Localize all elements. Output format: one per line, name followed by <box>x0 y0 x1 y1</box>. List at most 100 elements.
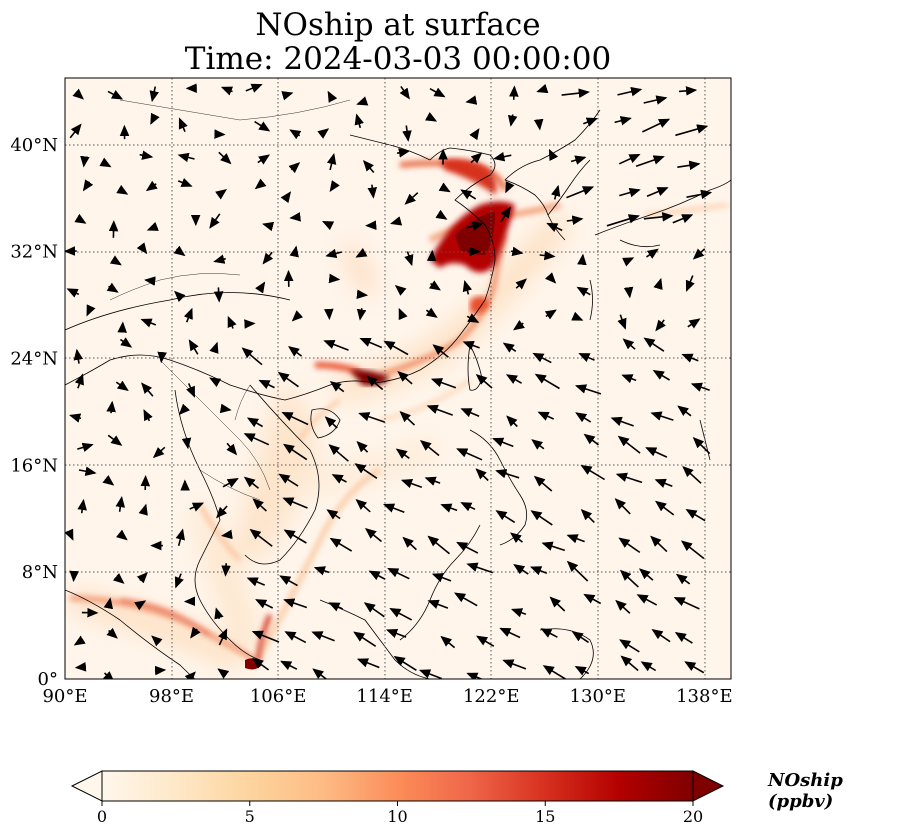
wind-arrow <box>252 498 267 512</box>
wind-arrow <box>578 353 595 363</box>
wind-arrow <box>252 657 270 671</box>
wind-arrow <box>226 442 238 456</box>
wind-arrow <box>317 128 330 139</box>
wind-arrow <box>686 189 713 200</box>
wind-arrow <box>329 381 345 393</box>
wind-arrow <box>532 352 552 364</box>
colorbar-tick-label: 15 <box>535 807 555 826</box>
wind-arrow <box>456 448 483 461</box>
wind-arrow <box>289 212 301 222</box>
wind-arrow <box>106 282 119 293</box>
wind-arrow <box>531 439 545 450</box>
wind-arrow <box>289 245 299 258</box>
wind-arrow <box>456 541 479 554</box>
wind-arrow <box>685 508 706 522</box>
wind-arrow <box>282 443 308 461</box>
wind-arrow <box>281 411 309 426</box>
wind-arrow <box>383 340 409 356</box>
wind-arrow <box>692 248 706 260</box>
wind-arrow <box>617 87 643 97</box>
colorbar-extend-min <box>70 770 103 802</box>
wind-arrow <box>682 466 702 484</box>
colorbar: 0 5 10 15 20 <box>70 770 725 826</box>
wind-arrow <box>190 626 201 639</box>
wind-arrow <box>397 370 413 385</box>
wind-arrow <box>356 289 369 300</box>
wind-arrow <box>368 570 386 581</box>
wind-arrow <box>640 661 657 672</box>
wind-arrow <box>243 433 270 446</box>
wind-arrow <box>189 502 205 512</box>
wind-arrow <box>687 318 701 329</box>
wind-arrow <box>400 479 423 489</box>
wind-arrow <box>428 280 441 291</box>
wind-arrow <box>454 592 478 607</box>
wind-arrow <box>356 658 380 669</box>
wind-arrow <box>537 411 555 421</box>
wind-arrow <box>280 660 298 671</box>
wind-arrow <box>119 337 133 348</box>
wind-arrow <box>466 221 484 231</box>
wind-arrow <box>438 182 451 193</box>
wind-arrow <box>139 150 154 160</box>
wind-arrow <box>115 496 126 512</box>
wind-arrow <box>424 111 438 122</box>
wind-arrow <box>245 83 263 93</box>
wind-arrow <box>183 307 193 323</box>
wind-arrow <box>674 632 693 644</box>
wind-arrow <box>364 527 383 543</box>
wind-arrow <box>404 192 419 205</box>
country-borders <box>109 99 351 501</box>
wind-arrow <box>619 639 640 653</box>
wind-arrow <box>606 214 640 227</box>
colorbar-tick-label: 10 <box>387 807 407 826</box>
wind-arrow <box>74 213 87 224</box>
wind-arrow <box>432 344 449 358</box>
wind-arrow <box>151 635 163 647</box>
wind-arrow <box>149 86 159 103</box>
wind-arrow <box>186 383 196 398</box>
wind-arrow <box>251 630 280 643</box>
colorbar-label: NOship (ppbv) <box>768 770 843 812</box>
wind-arrow <box>643 212 674 222</box>
longitude-tick-label: 90°E <box>42 686 87 707</box>
wind-arrow <box>356 440 369 453</box>
wind-arrow <box>257 154 271 165</box>
colorbar-ticks: 0 5 10 15 20 <box>97 801 703 826</box>
wind-arrow <box>328 444 349 462</box>
wind-arrow <box>495 469 520 479</box>
wind-arrow <box>618 537 641 554</box>
wind-arrow <box>684 661 705 674</box>
wind-arrow <box>355 247 368 258</box>
wind-arrow <box>80 155 90 168</box>
wind-arrow <box>652 369 671 381</box>
wind-arrow <box>241 347 263 366</box>
wind-arrow <box>354 463 378 479</box>
map-frame <box>64 77 732 680</box>
wind-arrow <box>499 627 521 639</box>
wind-arrow <box>178 117 188 133</box>
wind-arrow <box>677 160 701 171</box>
wind-arrow <box>549 596 566 612</box>
wind-arrow <box>545 272 557 284</box>
wind-arrow <box>502 342 517 353</box>
wind-arrow <box>402 125 412 142</box>
wind-arrow <box>424 476 441 486</box>
wind-arrow <box>106 400 116 414</box>
wind-arrow <box>510 532 523 544</box>
wind-arrow <box>427 599 449 609</box>
longitude-tick-label: 106°E <box>250 686 307 707</box>
wind-arrow <box>277 371 299 388</box>
wind-arrow <box>404 251 414 267</box>
wind-arrow <box>469 128 480 141</box>
wind-arrow <box>355 498 371 513</box>
colorbar-tick-label: 20 <box>683 807 703 826</box>
wind-arrow <box>546 222 563 233</box>
wind-arrow <box>542 665 567 679</box>
wind-arrow <box>394 284 407 296</box>
wind-arrow <box>475 373 493 389</box>
wind-arrow <box>509 85 519 100</box>
wind-arrow <box>493 151 512 162</box>
wind-arrow <box>642 118 671 133</box>
